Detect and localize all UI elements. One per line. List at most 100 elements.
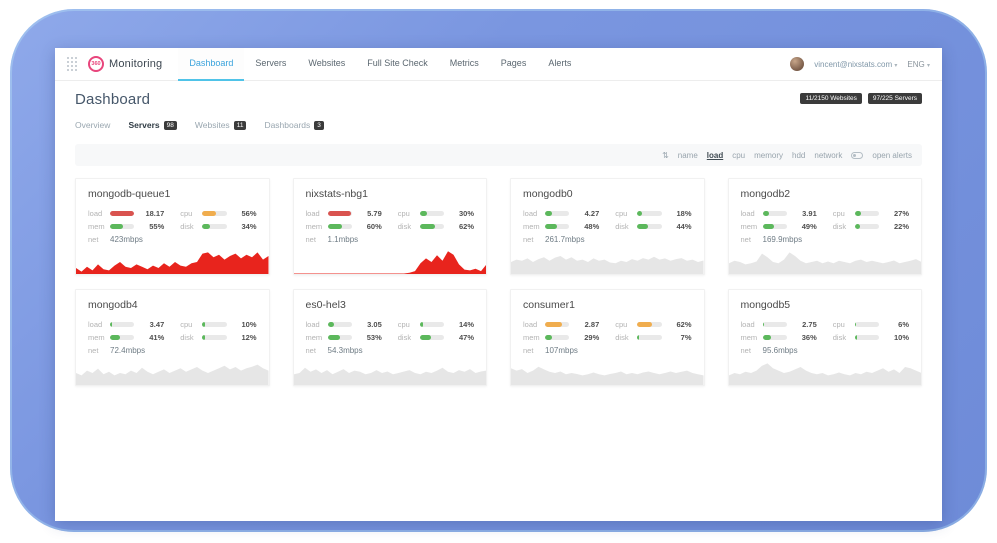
mem-label: mem [88, 332, 105, 342]
server-name[interactable]: nixstats-nbg1 [305, 188, 368, 200]
server-metrics: load 3.47 cpu 10% mem 41% disk 12% net 72.4mb… [88, 319, 257, 355]
load-value: 3.47 [149, 319, 165, 329]
sparkline-chart [293, 367, 486, 385]
net-label: net [88, 234, 99, 244]
load-bar [545, 210, 570, 216]
server-card[interactable]: consumer1 load 2.87 cpu 62% mem 29% disk 7% … [510, 289, 705, 386]
nav-tab-dashboard[interactable]: Dashboard [178, 47, 245, 81]
server-name[interactable]: mongodb4 [88, 299, 138, 311]
nav-tab-websites[interactable]: Websites [308, 57, 346, 68]
nav-tab-servers[interactable]: Servers [255, 57, 287, 68]
apps-grid-icon[interactable] [67, 56, 78, 72]
load-bar [327, 321, 352, 327]
subtab-overview[interactable]: Overview [75, 120, 110, 130]
cpu-bar [202, 321, 227, 327]
sort-icon: ⇅ [662, 150, 669, 160]
sort-by-memory[interactable]: memory [754, 150, 784, 160]
subtab-count-badge: 3 [314, 120, 324, 130]
disk-label: disk [397, 332, 412, 342]
server-name[interactable]: mongodb-queue1 [88, 188, 171, 200]
subtab-dashboards[interactable]: Dashboards 3 [264, 120, 324, 130]
chevron-down-icon: ▾ [926, 62, 930, 69]
subtab-servers[interactable]: Servers 98 [128, 120, 177, 130]
mem-value: 55% [149, 221, 165, 231]
sort-by-load[interactable]: load [706, 150, 724, 160]
server-card[interactable]: mongodb0 load 4.27 cpu 18% mem 48% disk 44% … [510, 178, 705, 275]
load-value: 2.87 [584, 319, 600, 329]
nav-tab-metrics[interactable]: Metrics [449, 57, 479, 68]
mem-value: 48% [584, 221, 600, 231]
nav-tab-full-site-check[interactable]: Full Site Check [367, 57, 428, 68]
nav-tab-pages[interactable]: Pages [500, 57, 527, 68]
server-card[interactable]: mongodb-queue1 load 18.17 cpu 56% mem 55% d… [75, 178, 270, 275]
server-metrics: load 4.27 cpu 18% mem 48% disk 44% net 261.7m… [523, 208, 692, 244]
disk-value: 47% [458, 332, 474, 342]
mem-label: mem [523, 332, 540, 342]
cpu-value: 56% [241, 208, 257, 218]
user-avatar[interactable] [790, 57, 805, 71]
page-title: Dashboard [75, 91, 151, 108]
open-alerts-toggle-icon[interactable] [851, 151, 864, 159]
server-card[interactable]: mongodb4 load 3.47 cpu 10% mem 41% disk 12% … [75, 289, 270, 386]
server-name[interactable]: mongodb0 [523, 188, 573, 200]
cpu-value: 14% [458, 319, 474, 329]
server-metrics: load 3.91 cpu 27% mem 49% disk 22% net 169.9m… [740, 208, 910, 244]
open-alerts-filter[interactable]: open alerts [872, 150, 912, 160]
net-value: 107mbps [545, 345, 578, 355]
language-menu[interactable]: ENG ▾ [907, 60, 930, 69]
disk-label: disk [397, 221, 412, 231]
server-name[interactable]: mongodb2 [740, 188, 791, 200]
cpu-label: cpu [615, 208, 628, 218]
logo[interactable]: 360 Monitoring [88, 56, 162, 72]
load-value: 18.17 [145, 208, 165, 218]
nav-tabs: Dashboard Servers Websites Full Site Che… [178, 47, 582, 81]
disk-label: disk [832, 221, 847, 231]
subtab-label: Servers [128, 120, 160, 130]
load-bar [762, 321, 787, 327]
servers-count-badge[interactable]: 97/225 Servers [867, 93, 922, 104]
load-value: 3.05 [367, 319, 382, 329]
language-label: ENG [907, 59, 925, 69]
net-value: 261.7mbps [545, 234, 585, 244]
server-card[interactable]: mongodb5 load 2.75 cpu 6% mem 36% disk 10% n… [727, 289, 922, 386]
sort-by-network[interactable]: network [814, 150, 843, 160]
nav-tab-alerts[interactable]: Alerts [548, 57, 572, 68]
subtab-label: Overview [75, 120, 111, 130]
cpu-bar [419, 321, 444, 327]
net-label: net [88, 345, 99, 355]
mem-label: mem [740, 221, 758, 231]
subtab-websites[interactable]: Websites 11 [195, 120, 247, 130]
sort-by-cpu[interactable]: cpu [732, 150, 746, 160]
server-name[interactable]: consumer1 [523, 299, 575, 311]
server-metrics: load 2.75 cpu 6% mem 36% disk 10% net 95.6mbp… [740, 319, 910, 355]
cpu-bar [637, 321, 662, 327]
mem-bar [327, 223, 352, 229]
mem-label: mem [740, 332, 758, 342]
net-value: 95.6mbps [762, 345, 798, 355]
net-value: 1.1mbps [327, 234, 359, 244]
disk-label: disk [180, 221, 194, 231]
user-menu[interactable]: vincent@nixstats.com ▾ [814, 60, 897, 69]
load-label: load [88, 208, 103, 218]
cpu-label: cpu [180, 319, 193, 329]
server-name[interactable]: mongodb5 [740, 299, 791, 311]
load-value: 5.79 [367, 208, 382, 218]
server-card[interactable]: es0-hel3 load 3.05 cpu 14% mem 53% disk 47% … [292, 289, 487, 386]
chevron-down-icon: ▾ [894, 62, 898, 69]
server-card[interactable]: mongodb2 load 3.91 cpu 27% mem 49% disk 22% … [727, 178, 922, 275]
sort-by-hdd[interactable]: hdd [792, 150, 806, 160]
server-name[interactable]: es0-hel3 [305, 299, 346, 311]
sparkline-chart [728, 252, 921, 274]
cpu-value: 10% [241, 319, 257, 329]
sort-by-name[interactable]: name [677, 150, 698, 160]
cpu-label: cpu [832, 319, 845, 329]
websites-count-badge[interactable]: 11/2150 Websites [800, 93, 862, 104]
cpu-value: 27% [893, 208, 909, 218]
disk-label: disk [832, 332, 847, 342]
net-value: 54.3mbps [327, 345, 363, 355]
cpu-bar [854, 210, 879, 216]
server-card[interactable]: nixstats-nbg1 load 5.79 cpu 30% mem 60% dis… [292, 178, 487, 275]
disk-bar [419, 223, 444, 229]
sparkline-chart [511, 256, 704, 274]
